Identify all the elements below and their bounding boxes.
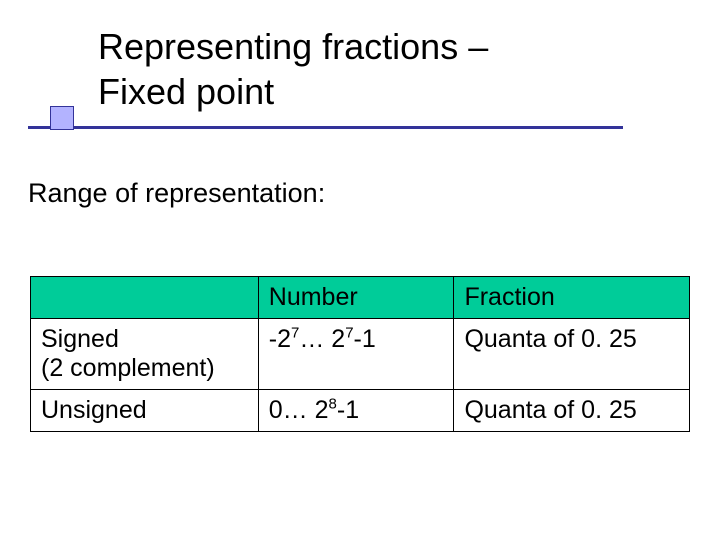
- slide-title-line2: Fixed point: [98, 69, 680, 114]
- header-empty: [31, 277, 259, 319]
- cell-signed-fraction: Quanta of 0. 25: [454, 319, 690, 390]
- accent-square-icon: [50, 106, 74, 130]
- slide-title-line1: Representing fractions –: [98, 24, 680, 69]
- table-row: Unsigned 0… 28-1 Quanta of 0. 25: [31, 390, 690, 432]
- cell-unsigned-fraction: Quanta of 0. 25: [454, 390, 690, 432]
- table-row: Signed(2 complement) -27… 27-1 Quanta of…: [31, 319, 690, 390]
- cell-signed-label: Signed(2 complement): [31, 319, 259, 390]
- subtitle-text: Range of representation:: [28, 178, 325, 209]
- slide-title-block: Representing fractions – Fixed point: [98, 24, 680, 114]
- title-underline: [28, 126, 623, 129]
- cell-signed-number: -27… 27-1: [258, 319, 454, 390]
- range-table: Number Fraction Signed(2 complement) -27…: [30, 276, 690, 432]
- header-number: Number: [258, 277, 454, 319]
- cell-unsigned-label: Unsigned: [31, 390, 259, 432]
- table-header-row: Number Fraction: [31, 277, 690, 319]
- header-fraction: Fraction: [454, 277, 690, 319]
- cell-unsigned-number: 0… 28-1: [258, 390, 454, 432]
